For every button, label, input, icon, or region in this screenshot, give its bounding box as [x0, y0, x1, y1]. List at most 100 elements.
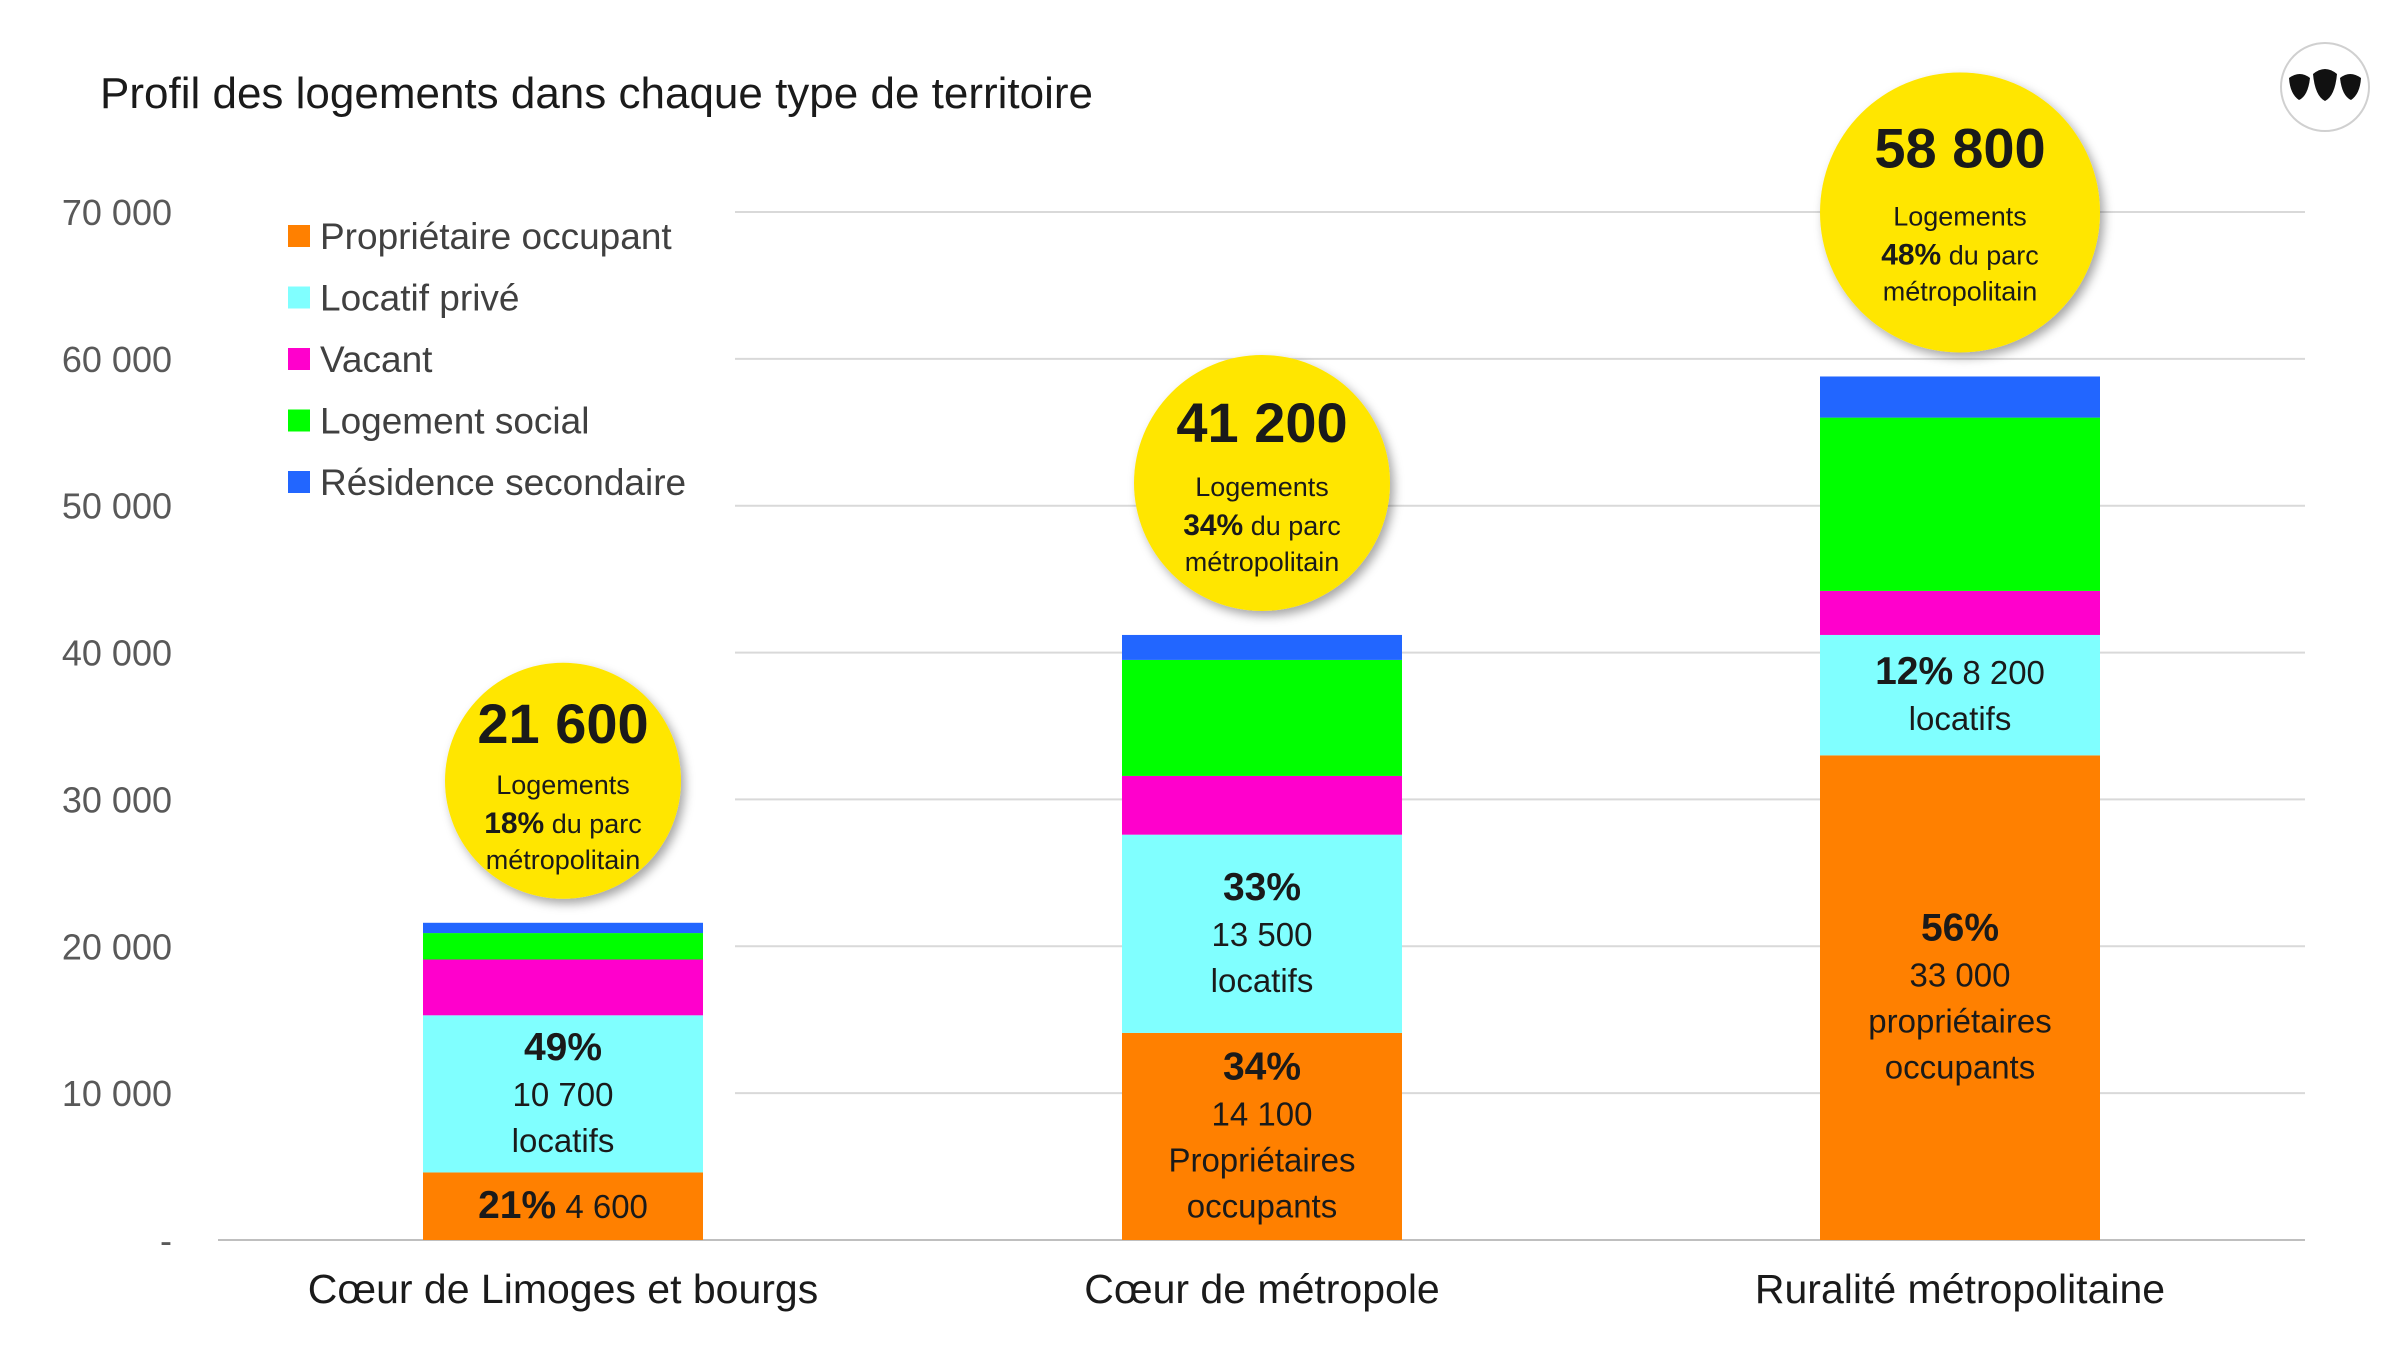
- bar-segment: [1820, 376, 2100, 418]
- total-line1: Logements: [496, 770, 630, 800]
- legend-swatch: [288, 409, 310, 432]
- category-label: Cœur de métropole: [1084, 1266, 1439, 1312]
- total-share-suffix: du parc: [1243, 511, 1341, 541]
- total-line3: métropolitain: [1883, 276, 2038, 306]
- y-tick-label: 60 000: [62, 339, 172, 380]
- total-share-suffix: du parc: [1941, 240, 2039, 270]
- segment-label: locatifs: [1909, 700, 2012, 737]
- segment-label-part: 13 500: [1212, 916, 1313, 953]
- segment-label-part: Propriétaires: [1168, 1141, 1355, 1178]
- bar-segment: [1122, 834, 1402, 1033]
- total-value: 41 200: [1176, 391, 1347, 454]
- segment-label-part: occupants: [1885, 1049, 2035, 1086]
- total-share-suffix: du parc: [544, 809, 642, 839]
- bar-segment: [1122, 1032, 1402, 1240]
- y-tick-label: 40 000: [62, 633, 172, 674]
- bar-segment: [1122, 634, 1402, 660]
- legend: Propriétaire occupant Locatif privé Vacant…: [288, 216, 686, 503]
- legend-label: Locatif privé: [320, 278, 520, 319]
- segment-label: 14 100: [1212, 1095, 1313, 1132]
- y-tick-label: 10 000: [62, 1073, 172, 1114]
- total-share-pct: 18%: [484, 807, 544, 840]
- segment-label-part: locatifs: [1909, 700, 2012, 737]
- y-tick-label: 30 000: [62, 779, 172, 820]
- segment-label-part: 4 600: [556, 1188, 648, 1225]
- bar-segment: [423, 922, 703, 934]
- y-tick-label: 50 000: [62, 486, 172, 527]
- y-axis-ticks: - 10 000 20 000 30 000 40 000 50 000 60 000 70 …: [62, 192, 172, 1261]
- total-line1: Logements: [1893, 201, 2027, 231]
- bar-segment: [1122, 775, 1402, 835]
- category-labels: Cœur de Limoges et bourgs Cœur de métropo…: [308, 1266, 2165, 1312]
- segment-label-part: 14 100: [1212, 1095, 1313, 1132]
- segment-label-part: 21%: [478, 1184, 556, 1227]
- bar-segment: [1820, 634, 2100, 756]
- segment-label: 56%: [1921, 907, 1999, 950]
- legend-swatch: [288, 286, 310, 309]
- total-share-pct: 48%: [1881, 238, 1941, 271]
- total-value: 58 800: [1874, 117, 2045, 180]
- total-share-pct: 34%: [1183, 509, 1243, 542]
- segment-label: 49%: [524, 1026, 602, 1069]
- segment-label-part: 49%: [524, 1026, 602, 1069]
- bar-segment: [423, 959, 703, 1016]
- segment-label-part: 12%: [1875, 650, 1953, 693]
- y-tick-label: -: [160, 1220, 172, 1261]
- bar-segment: [423, 1172, 703, 1240]
- segment-label-part: 34%: [1223, 1045, 1301, 1088]
- category-label: Cœur de Limoges et bourgs: [308, 1266, 818, 1312]
- y-tick-label: 70 000: [62, 192, 172, 233]
- segment-label: 12% 8 200: [1875, 650, 2045, 693]
- segment-label: 33%: [1223, 866, 1301, 909]
- segment-label-part: locatifs: [1211, 962, 1314, 999]
- total-line3: métropolitain: [486, 845, 641, 875]
- segment-label: 33 000: [1910, 957, 2011, 994]
- total-bubble: [1134, 354, 1390, 611]
- total-share: 18% du parc: [484, 807, 642, 840]
- total-bubble: [445, 662, 681, 899]
- segment-label: locatifs: [1211, 962, 1314, 999]
- total-share: 34% du parc: [1183, 509, 1341, 542]
- segment-label-part: 8 200: [1953, 654, 2045, 691]
- total-share: 48% du parc: [1881, 238, 2039, 271]
- legend-label: Logement social: [320, 401, 589, 442]
- bar-segment: [1820, 755, 2100, 1240]
- total-line1: Logements: [1195, 472, 1329, 502]
- segment-label-part: propriétaires: [1868, 1003, 2051, 1040]
- legend-swatch: [288, 348, 310, 370]
- bars: [423, 376, 2100, 1240]
- segment-label-part: locatifs: [512, 1122, 615, 1159]
- segment-label: 13 500: [1212, 916, 1313, 953]
- segment-label-part: 56%: [1921, 907, 1999, 950]
- leaf-logo-icon: [2280, 42, 2370, 132]
- total-bubble: [1820, 72, 2100, 353]
- y-tick-label: 20 000: [62, 926, 172, 967]
- segment-label: 34%: [1223, 1045, 1301, 1088]
- bar-segment: [1122, 659, 1402, 776]
- legend-label: Propriétaire occupant: [320, 216, 672, 257]
- legend-swatch: [288, 471, 310, 493]
- segment-label: propriétaires: [1868, 1003, 2051, 1040]
- total-bubbles: 21 600 Logements 18% du parc métropolitain 4…: [445, 72, 2100, 899]
- segment-label: occupants: [1187, 1187, 1337, 1224]
- legend-label: Résidence secondaire: [320, 462, 686, 503]
- segment-label-part: 10 700: [513, 1076, 614, 1113]
- total-value: 21 600: [477, 692, 648, 755]
- segment-labels: 21% 4 600 49% 10 700 locatifs 34% 14 100 Propr…: [478, 650, 2052, 1227]
- segment-label: Propriétaires: [1168, 1141, 1355, 1178]
- legend-swatch: [288, 225, 310, 247]
- bar-segment: [423, 1015, 703, 1173]
- bar-segment: [423, 933, 703, 960]
- segment-label: locatifs: [512, 1122, 615, 1159]
- segment-label-part: occupants: [1187, 1187, 1337, 1224]
- chart-title: Profil des logements dans chaque type de…: [100, 69, 1093, 118]
- bar-segment: [1820, 417, 2100, 591]
- legend-label: Vacant: [320, 339, 433, 380]
- segment-label-part: 33%: [1223, 866, 1301, 909]
- segment-label: occupants: [1885, 1049, 2035, 1086]
- segment-label: 21% 4 600: [478, 1184, 648, 1227]
- total-line3: métropolitain: [1185, 547, 1340, 577]
- segment-label: 10 700: [513, 1076, 614, 1113]
- bar-segment: [1820, 590, 2100, 635]
